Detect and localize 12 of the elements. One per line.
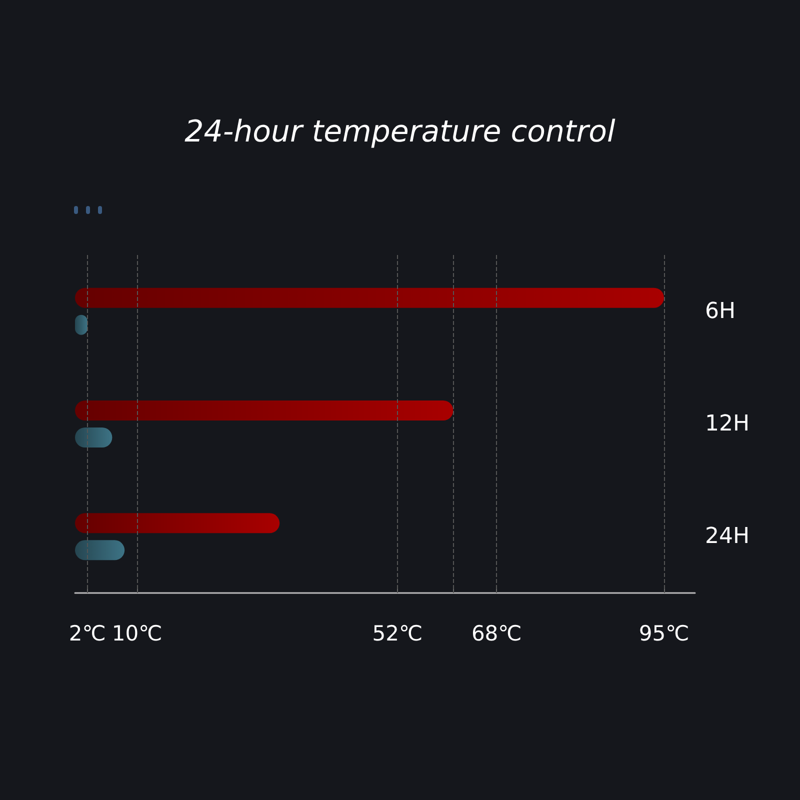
y-tick-label: 6H	[705, 298, 736, 324]
bar	[75, 400, 454, 420]
y-tick-label: 24H	[705, 524, 750, 550]
x-tick-label: 95℃	[638, 622, 690, 646]
bar	[75, 513, 280, 534]
x-tick-label: 52℃	[372, 622, 423, 646]
bar	[75, 288, 664, 308]
x-tick-label: 68℃	[471, 622, 522, 646]
x-tick-label: 10℃	[112, 622, 162, 646]
chart-title: 24-hour temperature control	[184, 114, 616, 150]
y-tick-label: 12H	[705, 412, 750, 436]
x-tick-label: 2℃	[68, 622, 106, 646]
